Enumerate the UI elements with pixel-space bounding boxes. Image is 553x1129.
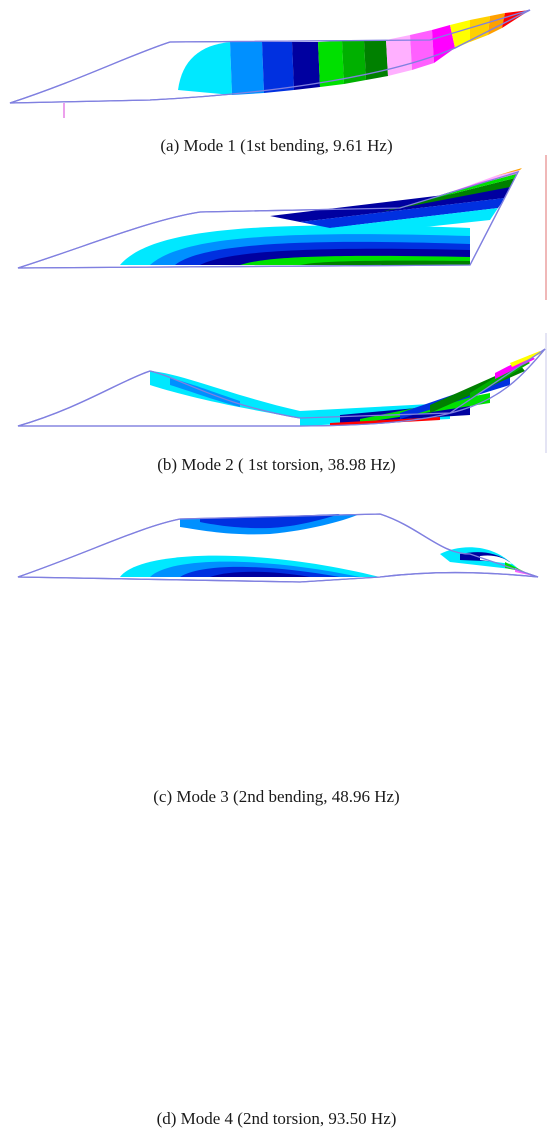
mode-1-caption: (a) Mode 1 (1st bending, 9.61 Hz): [160, 136, 393, 155]
mode-4-wing-contour: [17, 513, 539, 583]
mode-2-caption: (b) Mode 2 ( 1st torsion, 38.98 Hz): [157, 455, 396, 474]
mode-3-panel: (c) Mode 3 (2nd bending, 48.96 Hz): [0, 323, 553, 806]
mode-3-wing-contour: [17, 333, 547, 453]
mode-3-caption: (c) Mode 3 (2nd bending, 48.96 Hz): [153, 787, 400, 806]
mode-2-panel: (b) Mode 2 ( 1st torsion, 38.98 Hz): [0, 150, 553, 474]
mode-1-panel: (a) Mode 1 (1st bending, 9.61 Hz): [0, 0, 553, 160]
mode-4-caption: (d) Mode 4 (2nd torsion, 93.50 Hz): [156, 1109, 397, 1128]
mode-2-wing-contour: [17, 155, 547, 300]
mode-4-panel: (d) Mode 4 (2nd torsion, 93.50 Hz): [0, 492, 553, 1128]
mode-1-wing-contour: [9, 9, 531, 118]
